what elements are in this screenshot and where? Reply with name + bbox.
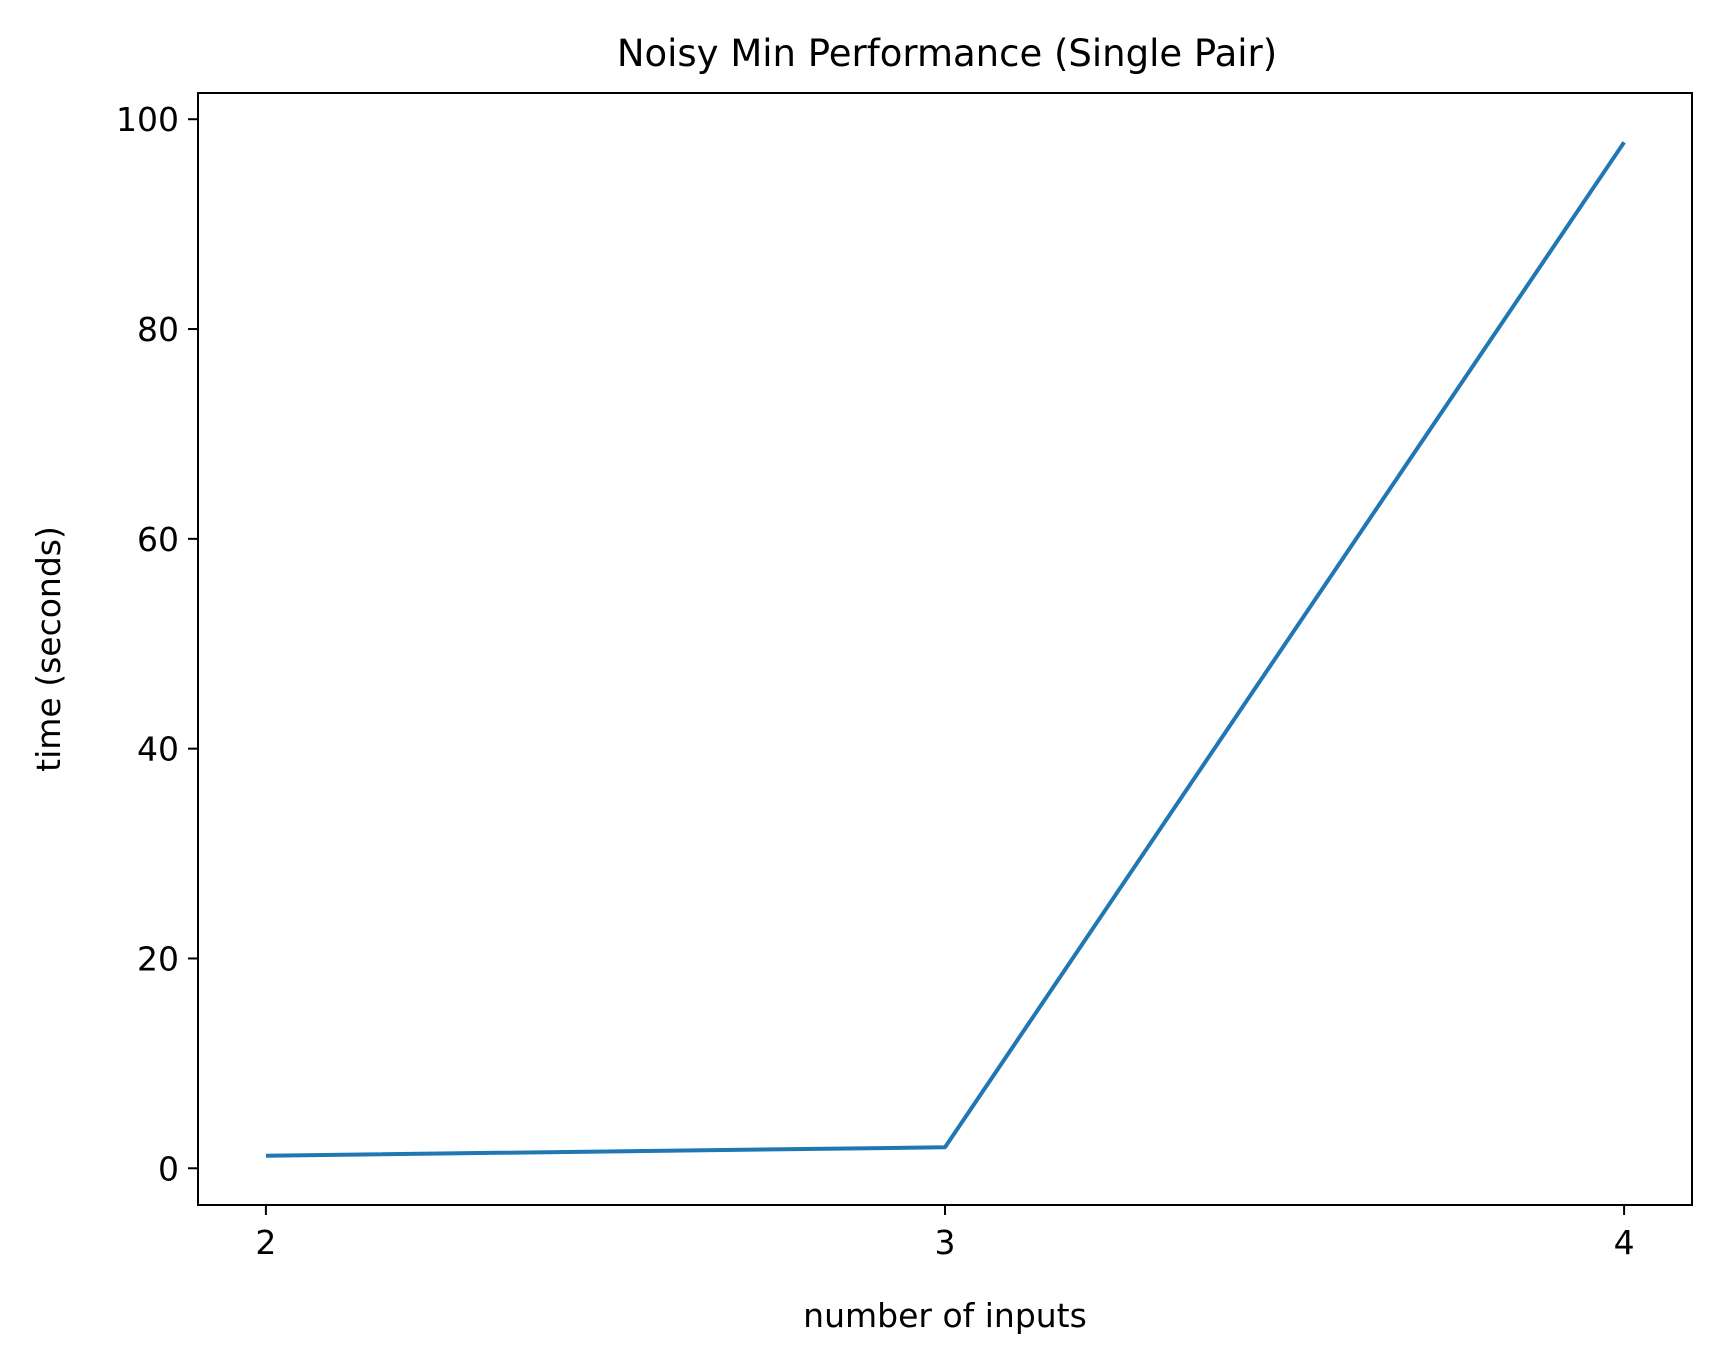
x-axis-label: number of inputs bbox=[803, 1296, 1087, 1335]
y-axis: 0 20 40 60 80 100 bbox=[116, 100, 198, 1188]
x-tick-label: 4 bbox=[1614, 1223, 1635, 1262]
x-axis: 2 3 4 bbox=[255, 1205, 1635, 1262]
chart-title: Noisy Min Performance (Single Pair) bbox=[617, 32, 1277, 75]
y-tick-label: 20 bbox=[137, 939, 179, 978]
y-tick-label: 80 bbox=[137, 310, 179, 349]
y-tick-label: 40 bbox=[137, 730, 179, 769]
plot-area bbox=[265, 141, 1626, 1158]
y-axis-label: time (seconds) bbox=[29, 526, 68, 772]
x-tick-label: 2 bbox=[255, 1223, 276, 1262]
x-tick-label: 3 bbox=[935, 1223, 956, 1262]
series-line bbox=[265, 141, 1626, 1158]
y-tick-label: 60 bbox=[137, 520, 179, 559]
y-tick-label: 0 bbox=[158, 1149, 179, 1188]
y-tick-label: 100 bbox=[116, 100, 179, 139]
